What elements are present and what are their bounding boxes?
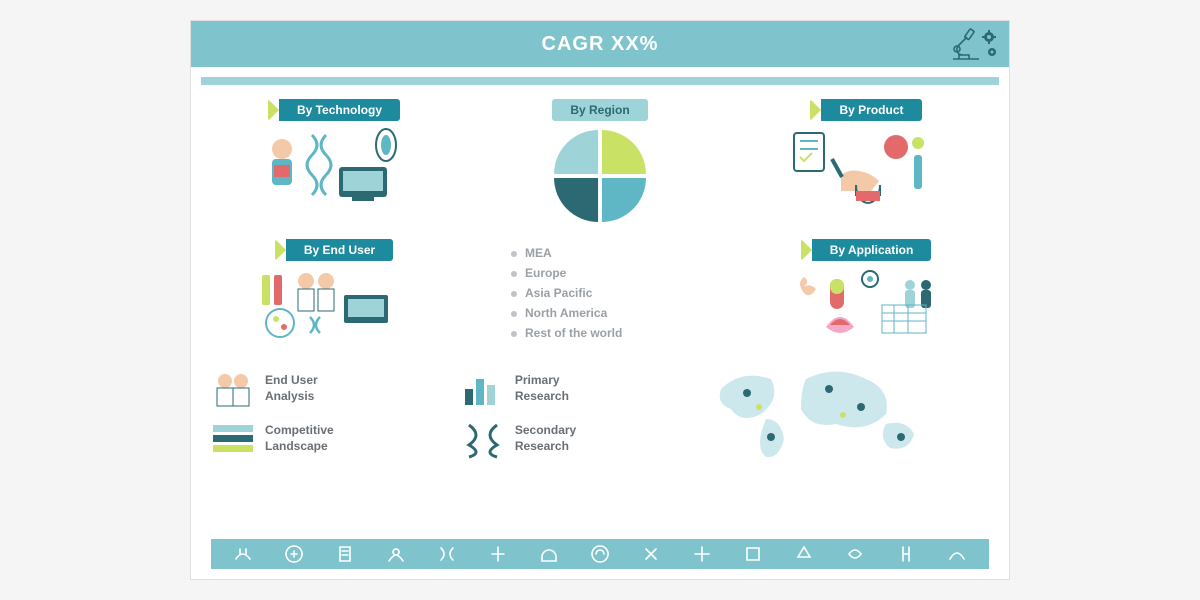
footer-mini-icon <box>895 543 917 565</box>
bar-chart-icon <box>461 369 505 409</box>
footer-mini-icon <box>742 543 764 565</box>
mini-label: Landscape <box>265 439 328 453</box>
footer-mini-icon <box>283 543 305 565</box>
bottom-row: End User Analysis Competitive Landscape Pr… <box>211 359 989 469</box>
mini-label: Research <box>515 389 569 403</box>
footer-icon-strip <box>211 539 989 569</box>
cell-product: By Product <box>743 99 989 231</box>
label-product: By Product <box>821 99 921 121</box>
pie-chart <box>535 121 665 231</box>
footer-mini-icon <box>487 543 509 565</box>
segment-grid: By Technology <box>211 99 989 345</box>
footer-mini-icon <box>436 543 458 565</box>
mini-label: End User <box>265 373 318 387</box>
world-map-icon <box>711 359 931 469</box>
footer-mini-icon <box>844 543 866 565</box>
cell-enduser: By End User <box>211 239 457 345</box>
pill-application: By Application <box>801 239 932 261</box>
header-bar: CAGR XX% <box>191 21 1009 67</box>
mini-label: Analysis <box>265 389 314 403</box>
microscope-gear-icon <box>943 25 999 63</box>
region-item: MEA <box>507 243 677 263</box>
pill-technology: By Technology <box>268 99 400 121</box>
pill-region: By Region <box>552 99 647 121</box>
illus-application-icon <box>786 265 946 345</box>
label-technology: By Technology <box>279 99 400 121</box>
footer-mini-icon <box>232 543 254 565</box>
divider-bar <box>201 77 999 85</box>
region-list: MEA Europe Asia Pacific North America Re… <box>507 243 677 343</box>
mini-label: Competitive <box>265 423 334 437</box>
cell-region: By Region <box>477 99 723 231</box>
footer-mini-icon <box>334 543 356 565</box>
footer-mini-icon <box>946 543 968 565</box>
mini-end-user-analysis: End User Analysis <box>211 369 443 409</box>
illus-product-icon <box>786 125 946 205</box>
cell-technology: By Technology <box>211 99 457 231</box>
footer-mini-icon <box>793 543 815 565</box>
region-item: Rest of the world <box>507 323 677 343</box>
footer-mini-icon <box>640 543 662 565</box>
illus-technology-icon <box>254 125 414 205</box>
region-item: Asia Pacific <box>507 283 677 303</box>
mini-primary: Primary Research <box>461 369 693 409</box>
label-region: By Region <box>552 99 647 121</box>
mini-competitive: Competitive Landscape <box>211 419 443 459</box>
pill-enduser: By End User <box>275 239 393 261</box>
infographic-canvas: CAGR XX% <box>190 20 1010 580</box>
mini-secondary: Secondary Research <box>461 419 693 459</box>
label-application: By Application <box>812 239 932 261</box>
footer-mini-icon <box>538 543 560 565</box>
cell-application: By Application <box>743 239 989 345</box>
region-item: North America <box>507 303 677 323</box>
bars-stack-icon <box>211 419 255 459</box>
region-list-block: MEA Europe Asia Pacific North America Re… <box>507 239 723 345</box>
mini-label: Research <box>515 439 569 453</box>
header-title: CAGR XX% <box>542 33 659 56</box>
region-item: Europe <box>507 263 677 283</box>
users-icon <box>211 369 255 409</box>
pill-product: By Product <box>810 99 921 121</box>
mini-label: Primary <box>515 373 560 387</box>
label-enduser: By End User <box>286 239 393 261</box>
footer-mini-icon <box>589 543 611 565</box>
footer-mini-icon <box>691 543 713 565</box>
dna-icon <box>461 419 505 459</box>
illus-enduser-icon <box>254 265 414 345</box>
mini-label: Secondary <box>515 423 576 437</box>
footer-mini-icon <box>385 543 407 565</box>
